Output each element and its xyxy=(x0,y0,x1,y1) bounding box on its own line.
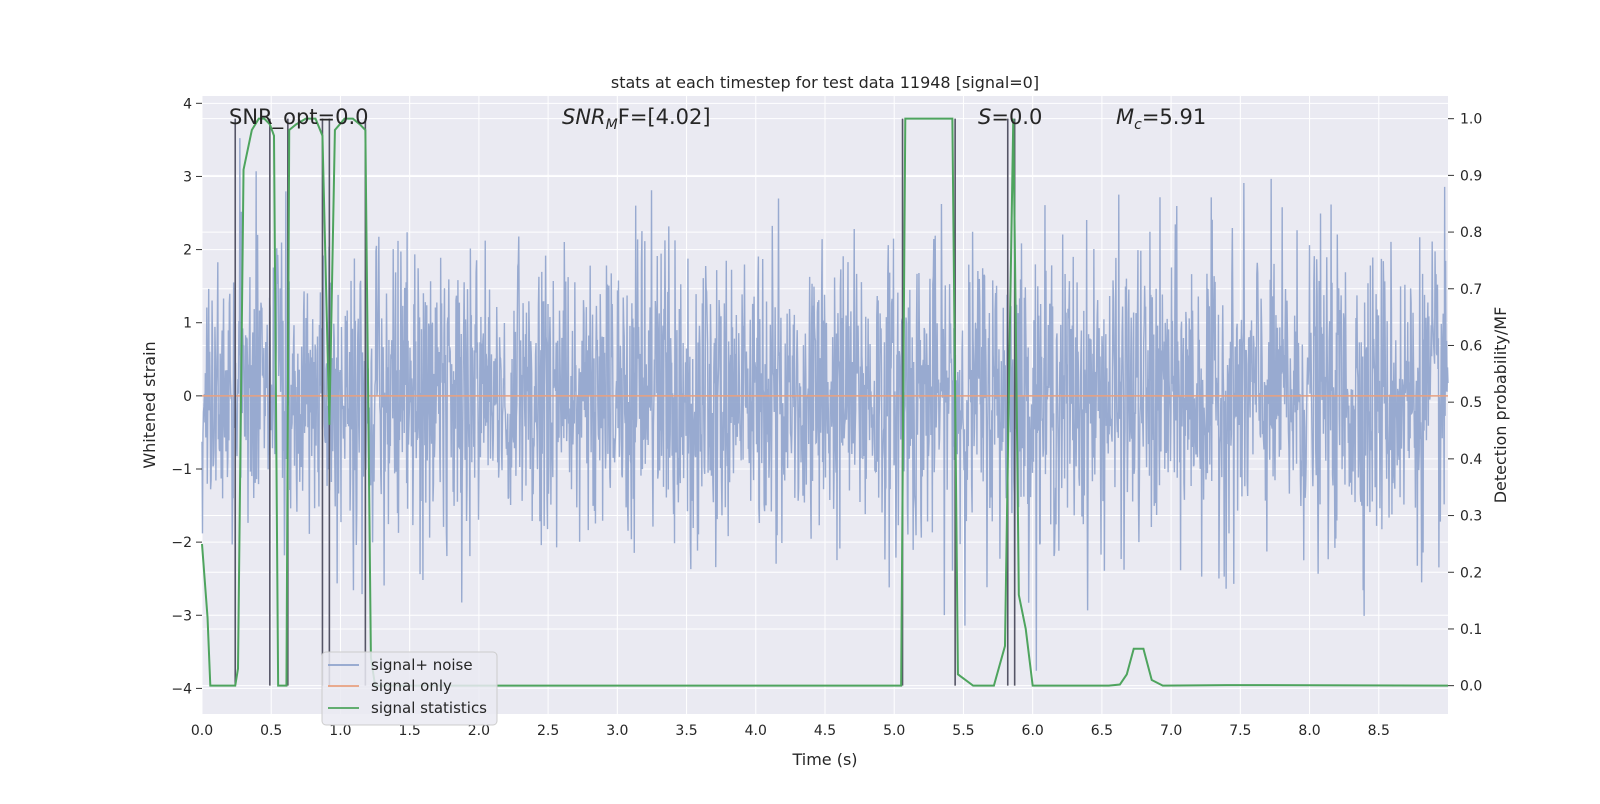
y-tick-label: 0 xyxy=(183,389,192,405)
x-tick-label: 3.5 xyxy=(675,723,697,739)
annotation-snr-mf: SNRMF=[4.02] xyxy=(562,105,711,133)
chart-title: stats at each timestep for test data 119… xyxy=(611,73,1039,92)
x-tick-label: 6.5 xyxy=(1091,723,1113,739)
x-tick-label: 1.0 xyxy=(329,723,351,739)
y2-tick-label: 0.6 xyxy=(1460,338,1482,354)
legend-label-signal-only: signal only xyxy=(371,677,452,695)
y-tick-label: 2 xyxy=(183,243,192,259)
y2-tick-label: 0.8 xyxy=(1460,225,1482,241)
legend-label-signal-noise: signal+ noise xyxy=(371,656,473,674)
x-tick-label: 2.5 xyxy=(537,723,559,739)
y2-tick-label: 0.2 xyxy=(1460,565,1482,581)
x-tick-label: 0.5 xyxy=(260,723,282,739)
x-tick-label: 5.0 xyxy=(883,723,905,739)
x-tick-label: 4.5 xyxy=(814,723,836,739)
x-axis-ticks: 0.0 0.5 1.0 1.5 2.0 2.5 3.0 3.5 4.0 4.5 5.0 5.5 6.0 6… xyxy=(191,723,1390,739)
signal-statistics-line xyxy=(201,117,1449,687)
signal-noise-line xyxy=(201,138,1449,671)
x-tick-label: 6.0 xyxy=(1022,723,1044,739)
y2-tick-label: 1.0 xyxy=(1460,112,1482,128)
x-tick-label: 2.0 xyxy=(468,723,490,739)
legend: signal+ noise signal only signal statist… xyxy=(321,651,498,726)
y2-tick-label: 0.0 xyxy=(1460,679,1482,695)
y2-tick-label: 0.7 xyxy=(1460,282,1482,298)
x-tick-label: 0.0 xyxy=(191,723,213,739)
x-tick-label: 8.5 xyxy=(1368,723,1390,739)
y-tick-label: −2 xyxy=(171,535,192,551)
y-tick-label: −4 xyxy=(171,681,192,697)
x-tick-label: 7.5 xyxy=(1229,723,1251,739)
y2-tick-label: 0.1 xyxy=(1460,622,1482,638)
legend-box xyxy=(321,651,498,726)
y2-tick-label: 0.5 xyxy=(1460,395,1482,411)
signal-noise-series xyxy=(201,138,1449,671)
x-tick-label: 1.5 xyxy=(399,723,421,739)
x-tick-label: 3.0 xyxy=(606,723,628,739)
x-tick-label: 5.5 xyxy=(952,723,974,739)
y2-axis-label: Detection probability/MF xyxy=(1491,307,1510,504)
legend-label-signal-statistics: signal statistics xyxy=(371,699,487,717)
y2-axis-ticks: 0.0 0.1 0.2 0.3 0.4 0.5 0.6 0.7 0.8 0.9 1.0 xyxy=(1448,112,1482,695)
y2-tick-label: 0.9 xyxy=(1460,168,1482,184)
y2-tick-label: 0.3 xyxy=(1460,509,1482,525)
y-axis-label: Whitened strain xyxy=(140,341,159,468)
y-tick-label: −3 xyxy=(171,608,192,624)
y-tick-label: 1 xyxy=(183,316,192,332)
annotation-snr-opt: SNR_opt=0.0 xyxy=(229,105,369,130)
annotation-s: S=0.0 xyxy=(978,105,1042,129)
y-tick-label: −1 xyxy=(171,462,192,478)
y-tick-label: 4 xyxy=(183,96,192,112)
signal-statistics-series xyxy=(201,117,1449,687)
x-axis-label: Time (s) xyxy=(791,750,857,769)
y-tick-label: 3 xyxy=(183,169,192,185)
x-tick-label: 7.0 xyxy=(1160,723,1182,739)
x-tick-label: 4.0 xyxy=(745,723,767,739)
annotation-mc: Mc=5.91 xyxy=(1116,105,1206,133)
y-axis-ticks: −4 −3 −2 −1 0 1 2 3 4 xyxy=(171,96,202,697)
y2-tick-label: 0.4 xyxy=(1460,452,1482,468)
x-tick-label: 8.0 xyxy=(1298,723,1320,739)
